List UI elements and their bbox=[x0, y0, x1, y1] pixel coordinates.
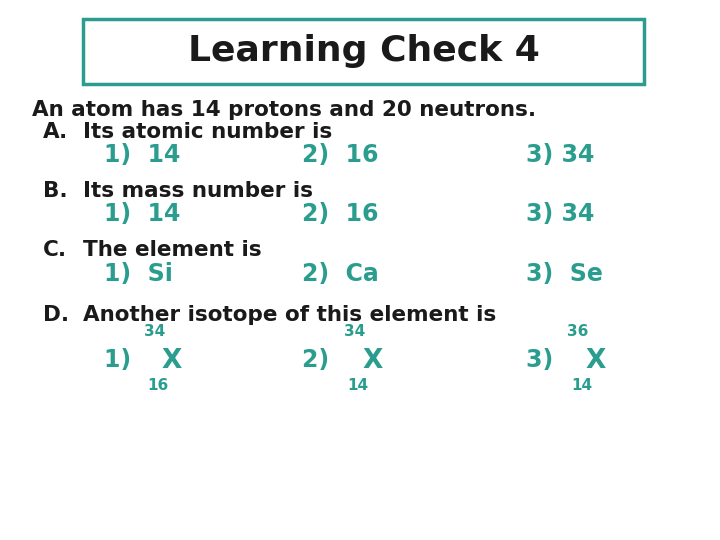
Text: 3)  Se: 3) Se bbox=[526, 262, 603, 286]
Text: 14: 14 bbox=[571, 378, 592, 393]
Text: A.: A. bbox=[43, 122, 68, 141]
Text: 16: 16 bbox=[148, 378, 169, 393]
Text: X: X bbox=[585, 348, 606, 374]
Text: 3) 34: 3) 34 bbox=[526, 202, 594, 226]
Text: 2)  16: 2) 16 bbox=[302, 143, 379, 167]
Text: 3): 3) bbox=[526, 348, 561, 372]
Text: 34: 34 bbox=[144, 324, 166, 339]
Text: B.: B. bbox=[43, 181, 68, 201]
Text: Learning Check 4: Learning Check 4 bbox=[188, 35, 539, 68]
Text: 2): 2) bbox=[302, 348, 338, 372]
Text: Another isotope of this element is: Another isotope of this element is bbox=[83, 305, 496, 325]
Text: Its atomic number is: Its atomic number is bbox=[83, 122, 332, 141]
Text: 36: 36 bbox=[567, 324, 589, 339]
Text: An atom has 14 protons and 20 neutrons.: An atom has 14 protons and 20 neutrons. bbox=[32, 100, 536, 120]
Text: 1): 1) bbox=[104, 348, 140, 372]
Text: 2)  Ca: 2) Ca bbox=[302, 262, 379, 286]
Text: C.: C. bbox=[43, 240, 68, 260]
Text: 14: 14 bbox=[348, 378, 369, 393]
Text: X: X bbox=[362, 348, 382, 374]
Text: 1)  Si: 1) Si bbox=[104, 262, 174, 286]
Text: D.: D. bbox=[43, 305, 69, 325]
Text: The element is: The element is bbox=[83, 240, 261, 260]
Text: X: X bbox=[162, 348, 182, 374]
Text: 34: 34 bbox=[344, 324, 366, 339]
Text: 3) 34: 3) 34 bbox=[526, 143, 594, 167]
Text: Its mass number is: Its mass number is bbox=[83, 181, 312, 201]
Text: 1)  14: 1) 14 bbox=[104, 202, 181, 226]
Text: 1)  14: 1) 14 bbox=[104, 143, 181, 167]
Text: 2)  16: 2) 16 bbox=[302, 202, 379, 226]
